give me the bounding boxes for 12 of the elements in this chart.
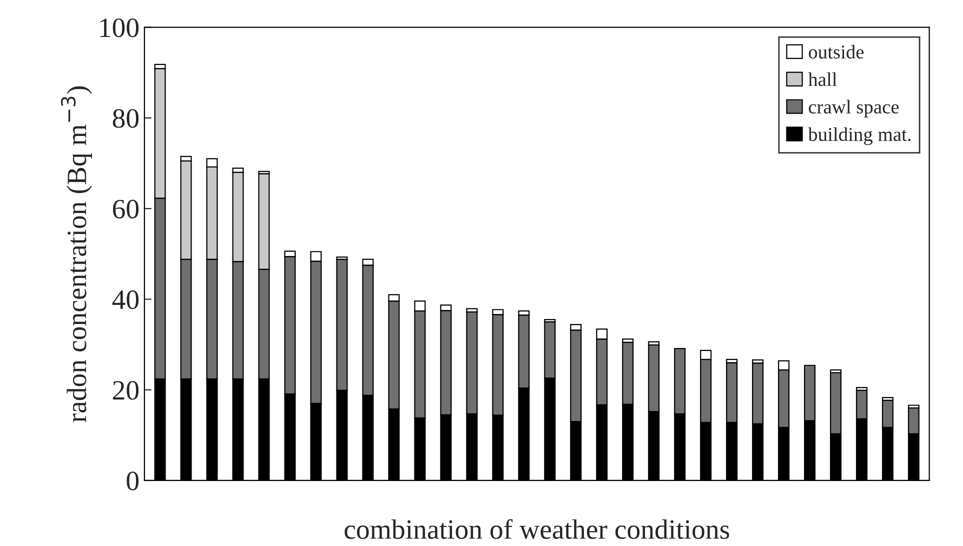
y-axis-title: radon concentration (Bq m$^{−3}$) <box>60 86 92 422</box>
y-tick-label: 40 <box>112 290 139 310</box>
y-tick-label: 0 <box>126 472 139 490</box>
x-axis-title: combination of weather conditions <box>344 519 730 539</box>
y-tick-label: 80 <box>112 109 139 128</box>
legend-label: outside <box>808 44 864 59</box>
legend-label: building mat. <box>808 127 911 146</box>
legend-label: crawl space <box>808 100 899 118</box>
legend-label: hall <box>808 72 837 86</box>
y-tick-label: 100 <box>100 18 139 38</box>
y-tick-label: 20 <box>113 381 139 400</box>
y-tick-label: 60 <box>113 200 139 218</box>
